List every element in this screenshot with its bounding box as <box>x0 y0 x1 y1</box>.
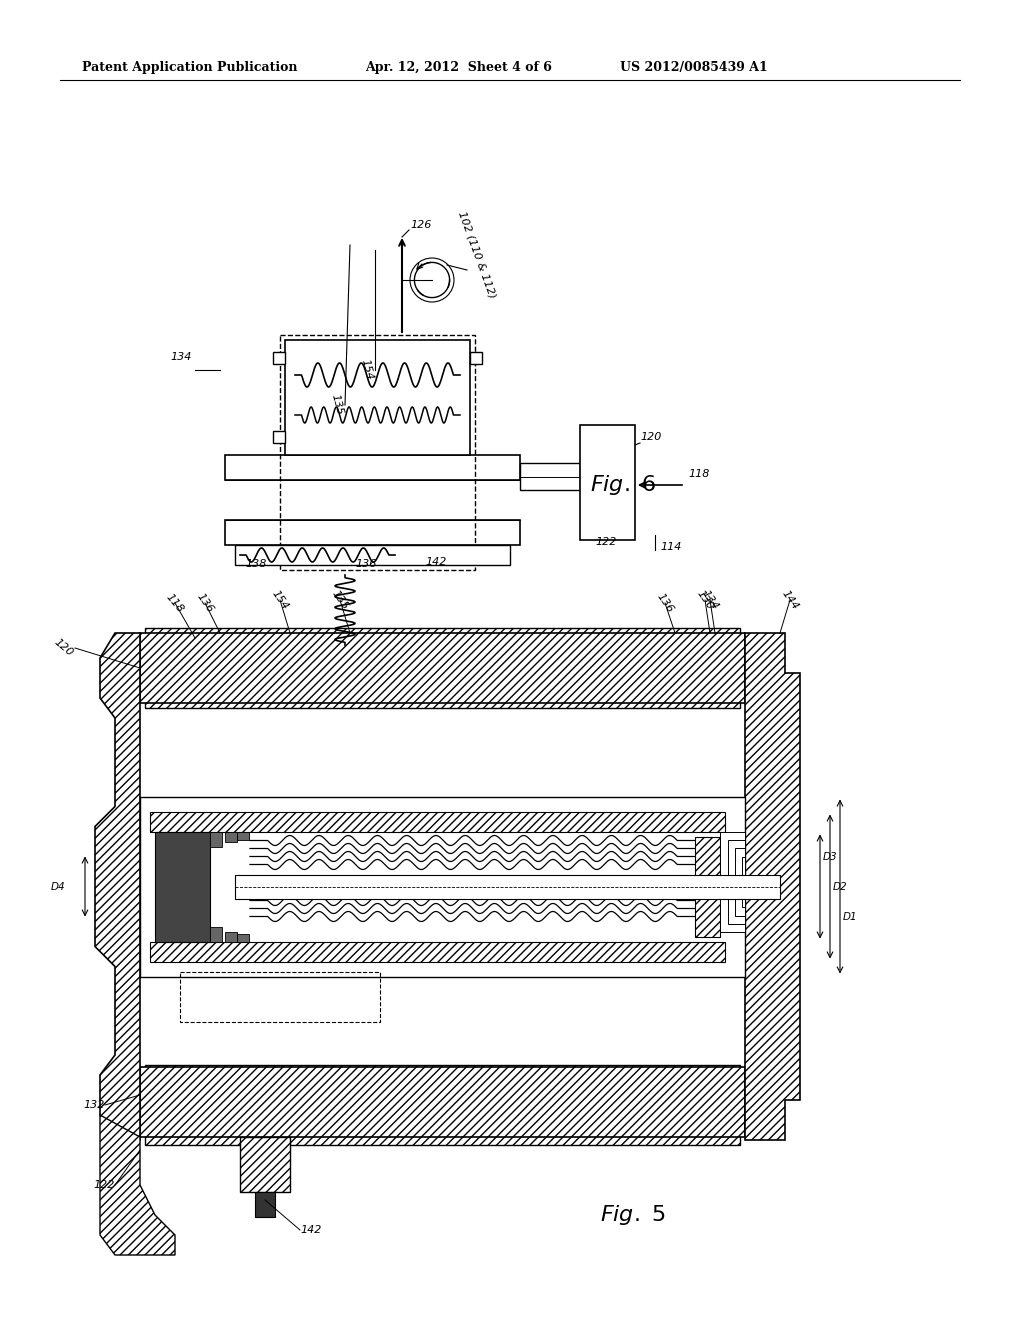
Text: 144: 144 <box>779 589 800 611</box>
Bar <box>720 832 745 932</box>
Bar <box>210 927 222 941</box>
Text: 138: 138 <box>245 558 266 569</box>
Bar <box>225 455 520 480</box>
Text: 118: 118 <box>688 469 710 479</box>
Polygon shape <box>95 634 140 1140</box>
Text: 122: 122 <box>595 537 616 546</box>
Bar <box>695 837 720 936</box>
Polygon shape <box>100 1115 175 1255</box>
Bar <box>728 840 745 924</box>
Text: D4: D4 <box>50 882 65 891</box>
Bar <box>225 932 237 941</box>
Text: 136: 136 <box>654 591 675 615</box>
Text: 154: 154 <box>269 589 290 611</box>
Bar <box>234 545 510 565</box>
Text: D1: D1 <box>843 912 858 921</box>
Text: D2: D2 <box>833 882 848 891</box>
Bar <box>155 832 210 941</box>
Text: 134: 134 <box>170 352 191 362</box>
Text: 136: 136 <box>355 558 377 569</box>
Text: D3: D3 <box>823 851 838 862</box>
Bar <box>237 933 249 941</box>
Bar <box>273 352 285 364</box>
Text: 134: 134 <box>699 589 720 611</box>
Text: Patent Application Publication: Patent Application Publication <box>82 62 298 74</box>
Bar <box>225 520 520 545</box>
Text: 114: 114 <box>660 543 681 552</box>
Bar <box>742 857 745 907</box>
Text: Apr. 12, 2012  Sheet 4 of 6: Apr. 12, 2012 Sheet 4 of 6 <box>365 62 552 74</box>
Bar <box>140 1067 745 1137</box>
Text: 122: 122 <box>93 1180 115 1191</box>
Bar <box>520 463 580 490</box>
Bar <box>285 341 470 455</box>
Bar <box>470 352 482 364</box>
Bar <box>234 874 780 899</box>
Bar <box>255 1192 275 1217</box>
Text: 120: 120 <box>52 638 75 659</box>
Bar <box>150 941 725 961</box>
Polygon shape <box>145 1065 740 1144</box>
Text: US 2012/0085439 A1: US 2012/0085439 A1 <box>620 62 768 74</box>
Bar <box>580 425 635 540</box>
Text: 135: 135 <box>330 589 350 611</box>
Text: 136: 136 <box>195 591 215 615</box>
Text: 135: 135 <box>330 393 345 417</box>
Bar <box>735 847 745 916</box>
Bar <box>180 972 380 1022</box>
Bar <box>210 832 222 846</box>
Text: $\mathit{Fig.\ 6}$: $\mathit{Fig.\ 6}$ <box>590 473 656 498</box>
Polygon shape <box>745 634 800 1140</box>
Bar <box>150 812 725 832</box>
Bar <box>140 796 745 977</box>
Bar <box>237 832 249 840</box>
Bar <box>273 432 285 444</box>
Text: 102 (110 & 112): 102 (110 & 112) <box>457 210 498 300</box>
Text: 120: 120 <box>640 432 662 442</box>
Text: 132: 132 <box>84 1100 105 1110</box>
Bar <box>225 832 237 842</box>
Bar <box>240 1137 290 1192</box>
Text: 130: 130 <box>694 589 715 611</box>
Polygon shape <box>145 628 740 708</box>
Text: 142: 142 <box>300 1225 322 1236</box>
Text: 142: 142 <box>425 557 446 568</box>
Text: 126: 126 <box>410 220 431 230</box>
Bar <box>280 335 475 570</box>
Text: $\mathit{Fig.\ 5}$: $\mathit{Fig.\ 5}$ <box>600 1203 666 1228</box>
Text: 154: 154 <box>359 359 375 381</box>
Bar <box>140 634 745 704</box>
Text: 118: 118 <box>164 591 185 614</box>
